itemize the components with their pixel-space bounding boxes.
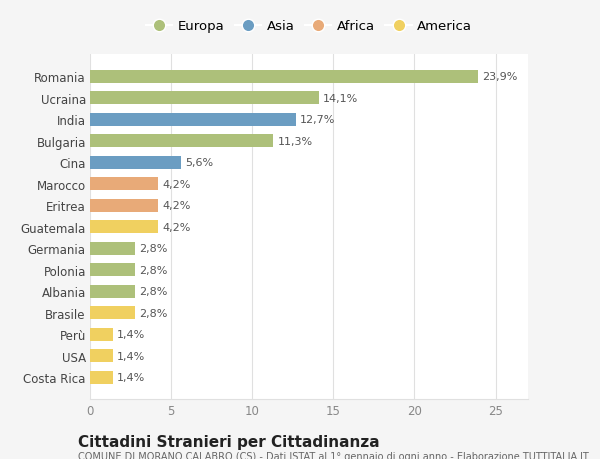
Text: 5,6%: 5,6%	[185, 158, 213, 168]
Bar	[90, 71, 478, 84]
Bar	[90, 285, 136, 298]
Text: COMUNE DI MORANO CALABRO (CS) - Dati ISTAT al 1° gennaio di ogni anno - Elaboraz: COMUNE DI MORANO CALABRO (CS) - Dati IST…	[78, 451, 589, 459]
Text: Cittadini Stranieri per Cittadinanza: Cittadini Stranieri per Cittadinanza	[78, 434, 380, 449]
Text: 2,8%: 2,8%	[139, 308, 168, 318]
Text: 23,9%: 23,9%	[482, 72, 517, 82]
Text: 4,2%: 4,2%	[162, 179, 191, 189]
Text: 2,8%: 2,8%	[139, 244, 168, 254]
Bar	[90, 263, 136, 276]
Text: 4,2%: 4,2%	[162, 222, 191, 232]
Bar	[90, 328, 113, 341]
Bar	[90, 199, 158, 212]
Text: 11,3%: 11,3%	[277, 136, 313, 146]
Text: 1,4%: 1,4%	[117, 330, 145, 339]
Text: 2,8%: 2,8%	[139, 265, 168, 275]
Bar	[90, 92, 319, 105]
Text: 12,7%: 12,7%	[300, 115, 335, 125]
Bar	[90, 135, 274, 148]
Text: 2,8%: 2,8%	[139, 286, 168, 297]
Legend: Europa, Asia, Africa, America: Europa, Asia, Africa, America	[146, 20, 472, 34]
Bar	[90, 371, 113, 384]
Bar	[90, 242, 136, 255]
Bar	[90, 178, 158, 191]
Bar	[90, 113, 296, 127]
Text: 4,2%: 4,2%	[162, 201, 191, 211]
Text: 1,4%: 1,4%	[117, 372, 145, 382]
Text: 1,4%: 1,4%	[117, 351, 145, 361]
Bar	[90, 221, 158, 234]
Text: 14,1%: 14,1%	[323, 94, 358, 104]
Bar	[90, 307, 136, 319]
Bar	[90, 157, 181, 169]
Bar	[90, 349, 113, 362]
